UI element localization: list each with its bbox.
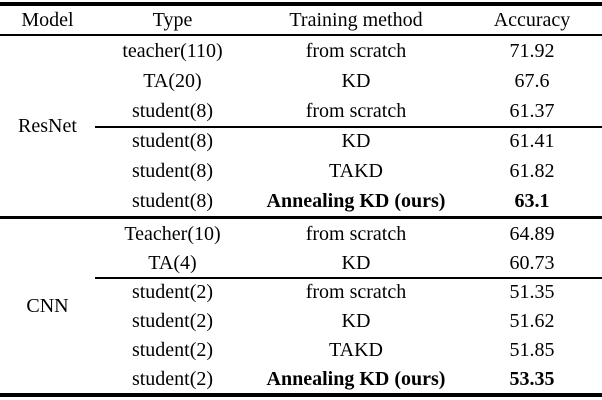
student-section-rule	[95, 277, 602, 279]
method-cell: KD	[341, 130, 371, 152]
method-cell: KD	[341, 70, 371, 92]
accuracy-cell: 61.41	[509, 130, 555, 152]
table-row: student(8) KD 61.41	[95, 126, 602, 156]
column-header-accuracy: Accuracy	[493, 9, 571, 31]
table-row: student(2) from scratch 51.35	[95, 277, 602, 306]
method-cell: TAKD	[329, 160, 383, 182]
table-row: student(8) TAKD 61.82	[95, 156, 602, 186]
type-cell: TA(4)	[148, 251, 197, 274]
method-cell: Annealing KD (ours)	[266, 367, 446, 390]
accuracy-cell: 61.37	[509, 100, 555, 122]
column-header-method: Training method	[289, 9, 423, 31]
accuracy-cell: 67.6	[514, 70, 550, 92]
method-cell: from scratch	[305, 40, 407, 62]
column-header-type: Type	[152, 9, 193, 31]
accuracy-cell: 60.73	[509, 251, 555, 274]
method-cell: KD	[341, 309, 371, 332]
type-cell: student(2)	[131, 367, 214, 390]
accuracy-cell: 71.92	[509, 40, 555, 62]
method-cell: from scratch	[305, 280, 407, 303]
type-cell: student(8)	[131, 100, 214, 122]
method-cell: TAKD	[329, 338, 383, 361]
table-row: teacher(110) from scratch 71.92	[95, 36, 602, 66]
group-rows: Teacher(10) from scratch 64.89 TA(4) KD 60.73…	[95, 219, 602, 393]
type-cell: student(2)	[131, 280, 214, 303]
table-row: student(2) KD 51.62	[95, 306, 602, 335]
type-cell: teacher(110)	[122, 40, 223, 62]
table-row: student(8) Annealing KD (ours) 63.1	[95, 186, 602, 216]
method-cell: Annealing KD (ours)	[266, 190, 446, 212]
type-cell: student(8)	[131, 160, 214, 182]
model-group-cnn: CNN Teacher(10) from scratch 64.89 TA(4) KD 6…	[0, 219, 602, 393]
group-separator-rule	[0, 216, 602, 219]
table-row: TA(4) KD 60.73	[95, 248, 602, 277]
accuracy-cell: 64.89	[509, 222, 555, 245]
table-row: TA(20) KD 67.6	[95, 66, 602, 96]
accuracy-cell: 61.82	[509, 160, 555, 182]
type-cell: student(8)	[131, 190, 214, 212]
type-cell: student(2)	[131, 338, 214, 361]
accuracy-cell: 51.85	[509, 338, 555, 361]
type-cell: TA(20)	[143, 70, 202, 92]
model-group-resnet: ResNet teacher(110) from scratch 71.92 TA(2…	[0, 36, 602, 216]
table-row: Teacher(10) from scratch 64.89	[95, 219, 602, 248]
accuracy-cell: 53.35	[509, 367, 555, 390]
header-row: Model Type Training method Accuracy	[0, 6, 602, 34]
method-cell: from scratch	[305, 100, 407, 122]
accuracy-cell: 51.35	[509, 280, 555, 303]
accuracy-cell: 51.62	[509, 309, 555, 332]
method-cell: from scratch	[305, 222, 407, 245]
model-label: ResNet	[18, 114, 77, 137]
model-label: CNN	[26, 294, 69, 317]
table-row: student(2) TAKD 51.85	[95, 335, 602, 364]
type-cell: student(2)	[131, 309, 214, 332]
group-rows: teacher(110) from scratch 71.92 TA(20) KD 67.…	[95, 36, 602, 216]
method-cell: KD	[341, 251, 371, 274]
header-rule	[0, 34, 602, 36]
column-header-model: Model	[21, 9, 74, 31]
top-rule	[0, 2, 602, 6]
type-cell: student(8)	[131, 130, 214, 152]
table-row: student(8) from scratch 61.37	[95, 96, 602, 126]
table-row: student(2) Annealing KD (ours) 53.35	[95, 364, 602, 393]
bottom-rule	[0, 393, 602, 397]
type-cell: Teacher(10)	[124, 222, 221, 245]
student-section-rule	[95, 126, 602, 128]
accuracy-cell: 63.1	[514, 190, 550, 212]
